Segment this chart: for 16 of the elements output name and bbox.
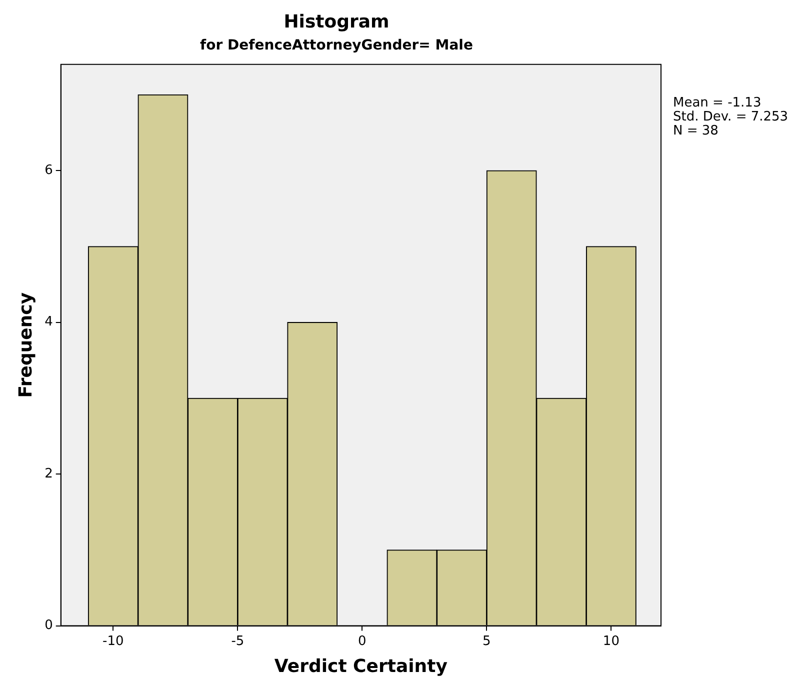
x-tick-label: -10 <box>102 634 124 649</box>
y-tick-label: 6 <box>44 162 53 178</box>
text: Std. Dev. = 7.253 <box>673 109 788 124</box>
x-axis-title: Verdict Certainty <box>274 656 448 677</box>
x-tick-label: 5 <box>482 634 491 649</box>
x-tick-label: 10 <box>602 634 620 649</box>
y-tick-label: 4 <box>44 314 53 330</box>
x-tick-label: -5 <box>231 634 244 649</box>
x-tick-label: 0 <box>358 634 366 649</box>
text: Mean = -1.13 <box>673 95 762 110</box>
chart-title: Histogram <box>284 11 390 32</box>
y-tick-label: 2 <box>44 466 53 482</box>
text: N = 38 <box>673 123 718 138</box>
y-tick-label: 0 <box>44 618 53 634</box>
y-axis-title: Frequency <box>15 292 36 398</box>
chart-subtitle: for DefenceAttorneyGender= Male <box>200 38 473 54</box>
